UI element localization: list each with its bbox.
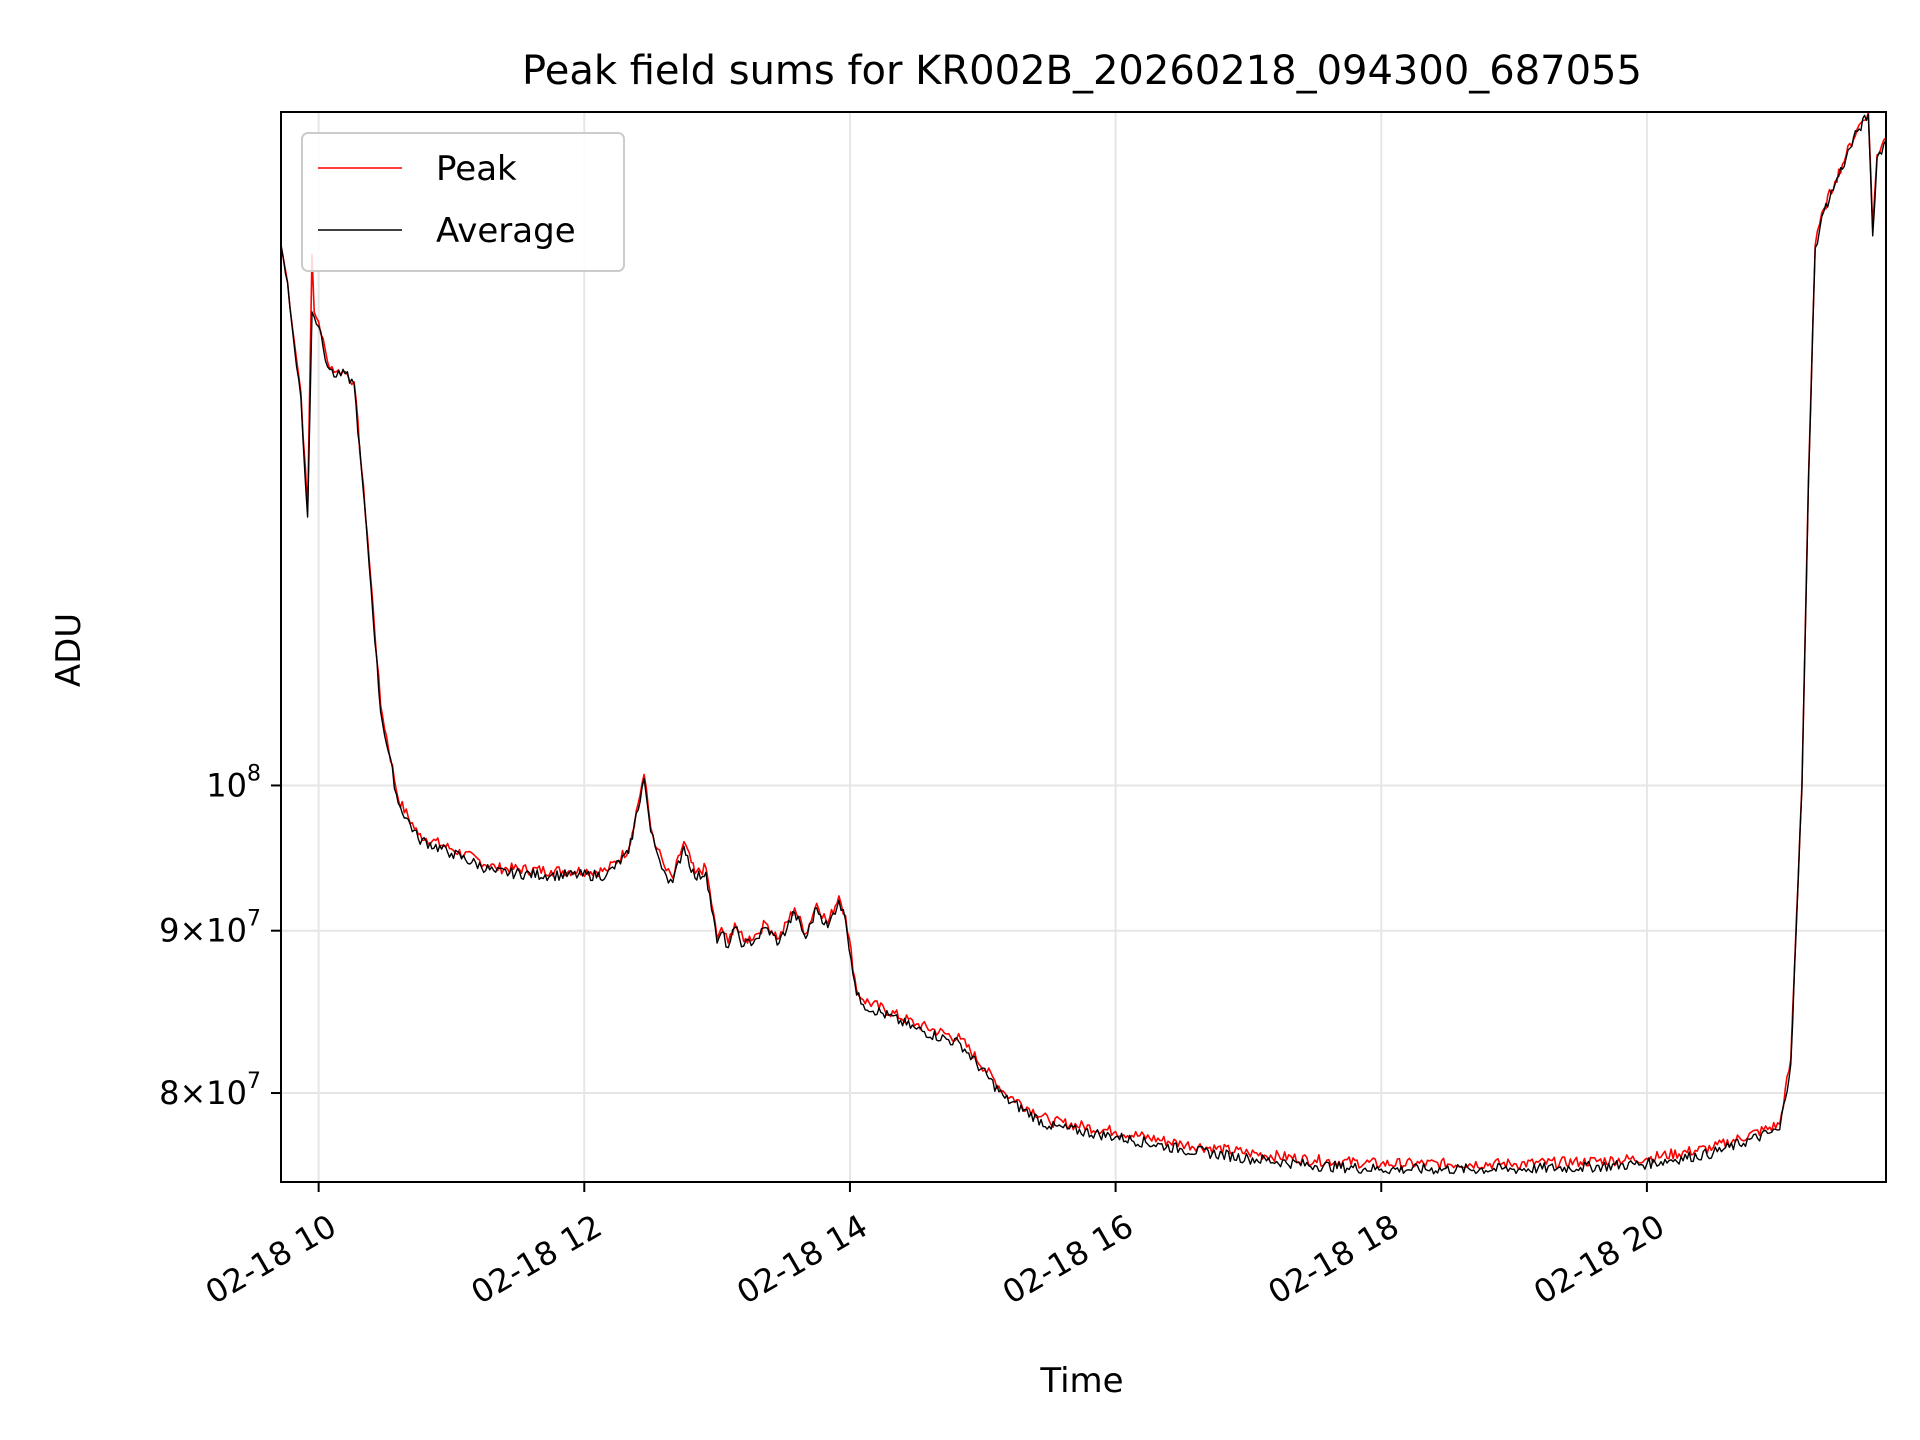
y-axis-label: ADU xyxy=(49,613,89,687)
series-lines xyxy=(281,112,1886,1175)
y-tick-label: 108 xyxy=(206,761,261,804)
x-axis-label: Time xyxy=(1039,1361,1123,1401)
legend: Peak Average xyxy=(301,132,625,272)
y-axis-ticks: 8×107 9×107 108 xyxy=(159,761,281,1112)
legend-label-average: Average xyxy=(436,211,576,251)
y-tick-label: 8×107 xyxy=(159,1069,261,1112)
plot-frame xyxy=(280,111,1887,1183)
y-tick-label: 9×107 xyxy=(159,907,261,950)
grid-lines xyxy=(281,112,1886,1182)
legend-label-peak: Peak xyxy=(436,149,517,189)
chart-title: Peak field sums for KR002B_20260218_0943… xyxy=(522,48,1642,94)
series-line-average xyxy=(281,113,1886,1175)
